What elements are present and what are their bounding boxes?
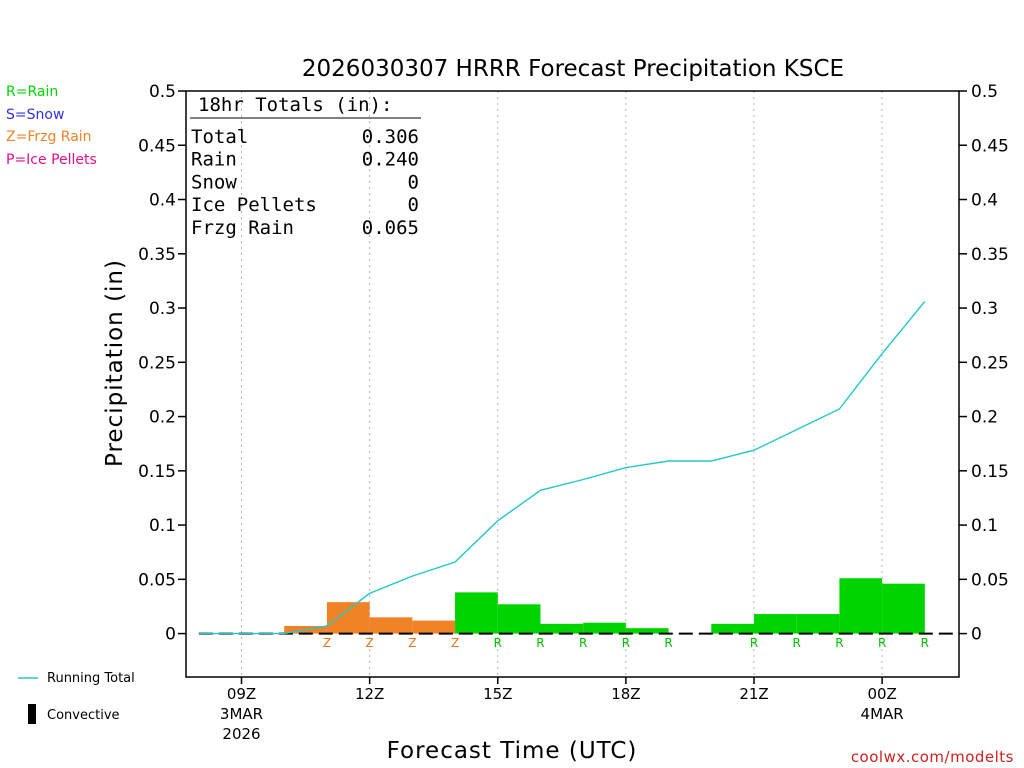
type-legend: R=Rain S=Snow Z=Frzg Rain P=Ice Pellets xyxy=(6,84,97,168)
plot-frame xyxy=(185,90,960,678)
ytick-label-right-1: 0.05 xyxy=(971,570,1009,590)
bar-6 xyxy=(540,623,584,634)
type-letter-7: R xyxy=(622,636,630,650)
bar-10 xyxy=(754,614,797,634)
totals-value-4: 0.065 xyxy=(362,217,419,239)
ytick-label-left-0: 0 xyxy=(165,625,176,645)
xtick-label-1: 12Z xyxy=(355,685,384,703)
type-legend-rain: R=Rain xyxy=(6,84,58,100)
y-axis-ticks: 0 00.05 0.050.1 0.10.15 0.150.2 0.20.25 0.250.… xyxy=(138,82,1009,645)
ytick-label-right-4: 0.2 xyxy=(971,408,998,428)
totals-box: 18hr Totals (in): Total 0.306 Rain 0.240 Sno… xyxy=(190,94,421,239)
y-axis-label: Precipitation (in) xyxy=(102,259,128,467)
ytick-label-right-7: 0.35 xyxy=(971,245,1009,265)
xtick-year-0: 2026 xyxy=(222,725,260,743)
ytick-label-left-10: 0.5 xyxy=(149,82,176,102)
x-axis-label: Forecast Time (UTC) xyxy=(387,738,638,764)
type-letter-11: R xyxy=(835,636,843,650)
bottom-legend: Running Total Convective xyxy=(18,671,135,724)
totals-rows: Total 0.306 Rain 0.240 Snow 0 Ice Pellets 0 Frzg… xyxy=(191,126,419,239)
type-legend-frzg-rain: Z=Frzg Rain xyxy=(6,129,92,145)
ytick-label-left-7: 0.35 xyxy=(138,245,176,265)
type-letter-12: R xyxy=(878,636,886,650)
bar-8 xyxy=(625,628,669,634)
running-total-legend-label: Running Total xyxy=(47,671,135,686)
ytick-label-left-9: 0.45 xyxy=(138,136,176,156)
type-letter-5: R xyxy=(536,636,544,650)
totals-value-3: 0 xyxy=(408,194,419,216)
ytick-label-right-8: 0.4 xyxy=(971,191,998,211)
ytick-label-left-4: 0.2 xyxy=(149,408,176,428)
totals-value-2: 0 xyxy=(408,171,419,193)
ytick-label-right-9: 0.45 xyxy=(971,136,1009,156)
ytick-label-right-2: 0.1 xyxy=(971,516,998,536)
bar-2 xyxy=(369,617,413,634)
bar-4 xyxy=(455,592,498,634)
convective-swatch xyxy=(28,704,36,724)
ytick-label-left-2: 0.1 xyxy=(149,516,176,536)
type-letter-1: Z xyxy=(366,636,374,650)
xtick-label-5: 00Z xyxy=(867,685,896,703)
credit-text: coolwx.com/modelts xyxy=(851,748,1014,766)
type-legend-snow: S=Snow xyxy=(6,107,64,123)
ytick-label-left-1: 0.05 xyxy=(138,570,176,590)
totals-value-1: 0.240 xyxy=(362,149,419,171)
ytick-label-left-5: 0.25 xyxy=(138,353,176,373)
bar-12 xyxy=(839,578,883,634)
bar-5 xyxy=(497,604,541,634)
xtick-date-0: 3MAR xyxy=(220,705,263,723)
running-total-line xyxy=(198,301,926,635)
precip-bars xyxy=(284,578,925,634)
chart-title: 2026030307 HRRR Forecast Precipitation K… xyxy=(302,56,844,82)
ytick-label-right-5: 0.25 xyxy=(971,353,1009,373)
xtick-label-4: 21Z xyxy=(739,685,768,703)
totals-label-0: Total xyxy=(191,126,248,148)
type-letter-10: R xyxy=(793,636,801,650)
totals-label-3: Ice Pellets xyxy=(191,194,317,216)
type-letter-0: Z xyxy=(323,636,331,650)
bar-3 xyxy=(412,620,456,634)
convective-legend-label: Convective xyxy=(47,708,120,723)
ytick-label-right-10: 0.5 xyxy=(971,82,998,102)
type-letter-9: R xyxy=(750,636,758,650)
type-letter-8: R xyxy=(664,636,672,650)
totals-label-4: Frzg Rain xyxy=(191,217,294,239)
type-letter-13: R xyxy=(921,636,929,650)
ytick-label-right-0: 0 xyxy=(971,625,982,645)
xtick-date-5: 4MAR xyxy=(861,705,904,723)
type-letter-6: R xyxy=(579,636,587,650)
x-axis-ticks: 09Z 3MAR 2026 12Z 15Z 18Z 21Z 00Z 4MAR xyxy=(220,677,904,743)
xtick-label-0: 09Z xyxy=(227,685,256,703)
totals-label-2: Snow xyxy=(191,171,237,193)
totals-heading: 18hr Totals (in): xyxy=(198,94,392,116)
bar-1 xyxy=(326,602,370,634)
bar-13 xyxy=(882,583,925,634)
ytick-label-left-3: 0.15 xyxy=(138,462,176,482)
type-letter-3: Z xyxy=(451,636,459,650)
type-legend-ice-pellets: P=Ice Pellets xyxy=(6,152,97,168)
bar-9 xyxy=(711,623,755,634)
ytick-label-left-8: 0.4 xyxy=(149,191,176,211)
ytick-label-right-6: 0.3 xyxy=(971,299,998,319)
ytick-label-left-6: 0.3 xyxy=(149,299,176,319)
type-letter-2: Z xyxy=(408,636,416,650)
vertical-gridlines xyxy=(241,91,883,677)
xtick-label-3: 18Z xyxy=(611,685,640,703)
bar-7 xyxy=(583,622,626,634)
type-letter-4: R xyxy=(494,636,502,650)
totals-label-1: Rain xyxy=(191,149,237,171)
ytick-label-right-3: 0.15 xyxy=(971,462,1009,482)
xtick-label-2: 15Z xyxy=(483,685,512,703)
totals-value-0: 0.306 xyxy=(362,126,419,148)
bar-11 xyxy=(796,614,840,634)
